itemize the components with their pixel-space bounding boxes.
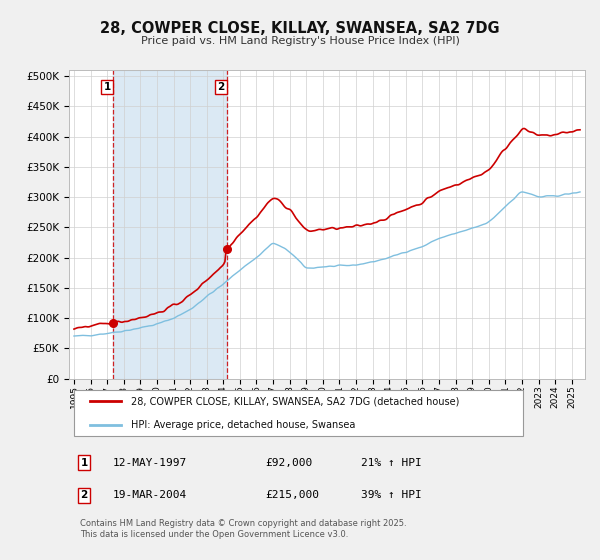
Text: £92,000: £92,000 [265,458,313,468]
Text: 2: 2 [217,82,224,92]
Text: 21% ↑ HPI: 21% ↑ HPI [361,458,421,468]
Text: Contains HM Land Registry data © Crown copyright and database right 2025.
This d: Contains HM Land Registry data © Crown c… [80,519,407,539]
FancyBboxPatch shape [74,390,523,436]
Text: 1: 1 [104,82,111,92]
Text: £215,000: £215,000 [265,491,319,501]
Text: 39% ↑ HPI: 39% ↑ HPI [361,491,421,501]
Text: 1: 1 [80,458,88,468]
Text: 28, COWPER CLOSE, KILLAY, SWANSEA, SA2 7DG (detached house): 28, COWPER CLOSE, KILLAY, SWANSEA, SA2 7… [131,396,459,407]
Text: Price paid vs. HM Land Registry's House Price Index (HPI): Price paid vs. HM Land Registry's House … [140,36,460,46]
Text: 12-MAY-1997: 12-MAY-1997 [113,458,187,468]
Text: HPI: Average price, detached house, Swansea: HPI: Average price, detached house, Swan… [131,419,355,430]
Bar [113,70,227,379]
Text: 19-MAR-2004: 19-MAR-2004 [113,491,187,501]
Text: 2: 2 [80,491,88,501]
Text: 28, COWPER CLOSE, KILLAY, SWANSEA, SA2 7DG: 28, COWPER CLOSE, KILLAY, SWANSEA, SA2 7… [100,21,500,36]
